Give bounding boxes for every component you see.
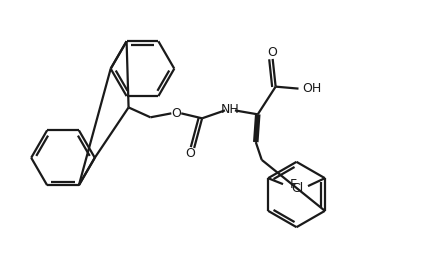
Text: O: O [268, 46, 278, 59]
Text: NH: NH [221, 103, 239, 116]
Text: OH: OH [302, 82, 321, 95]
Text: O: O [171, 107, 181, 120]
Text: Cl: Cl [291, 182, 303, 195]
Text: F: F [290, 178, 297, 191]
Text: O: O [185, 147, 195, 161]
